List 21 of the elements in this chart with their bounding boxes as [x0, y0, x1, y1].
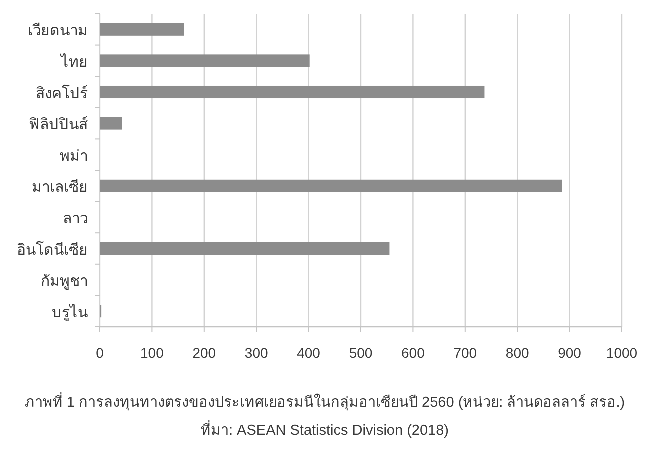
y-tick-label: อินโดนีเซีย [17, 240, 88, 259]
x-tick-label: 0 [96, 345, 104, 361]
y-tick-label: ไทย [60, 52, 88, 71]
y-tick-label: มาเลเซีย [32, 179, 88, 196]
y-tick-label: สิงคโปร์ [36, 84, 88, 102]
y-tick-label: บรูไน [52, 303, 88, 322]
x-tick-label: 500 [349, 345, 373, 361]
x-tick-label: 600 [402, 345, 426, 361]
x-tick-label: 1000 [606, 345, 638, 361]
y-tick-label: พม่า [60, 148, 88, 165]
y-tick-label: เวียดนาม [28, 22, 88, 40]
x-tick-label: 300 [244, 345, 268, 361]
y-tick-label: กัมพูชา [41, 273, 88, 290]
x-tick-label: 800 [506, 345, 530, 361]
x-tick-label: 200 [192, 345, 216, 361]
y-tick-label: ลาว [63, 210, 88, 228]
y-tick-label: ฟิลิปปินส์ [29, 116, 88, 134]
x-tick-label: 900 [558, 345, 582, 361]
x-tick-label: 100 [140, 345, 164, 361]
x-tick-label: 700 [454, 345, 478, 361]
x-tick-label: 400 [297, 345, 321, 361]
